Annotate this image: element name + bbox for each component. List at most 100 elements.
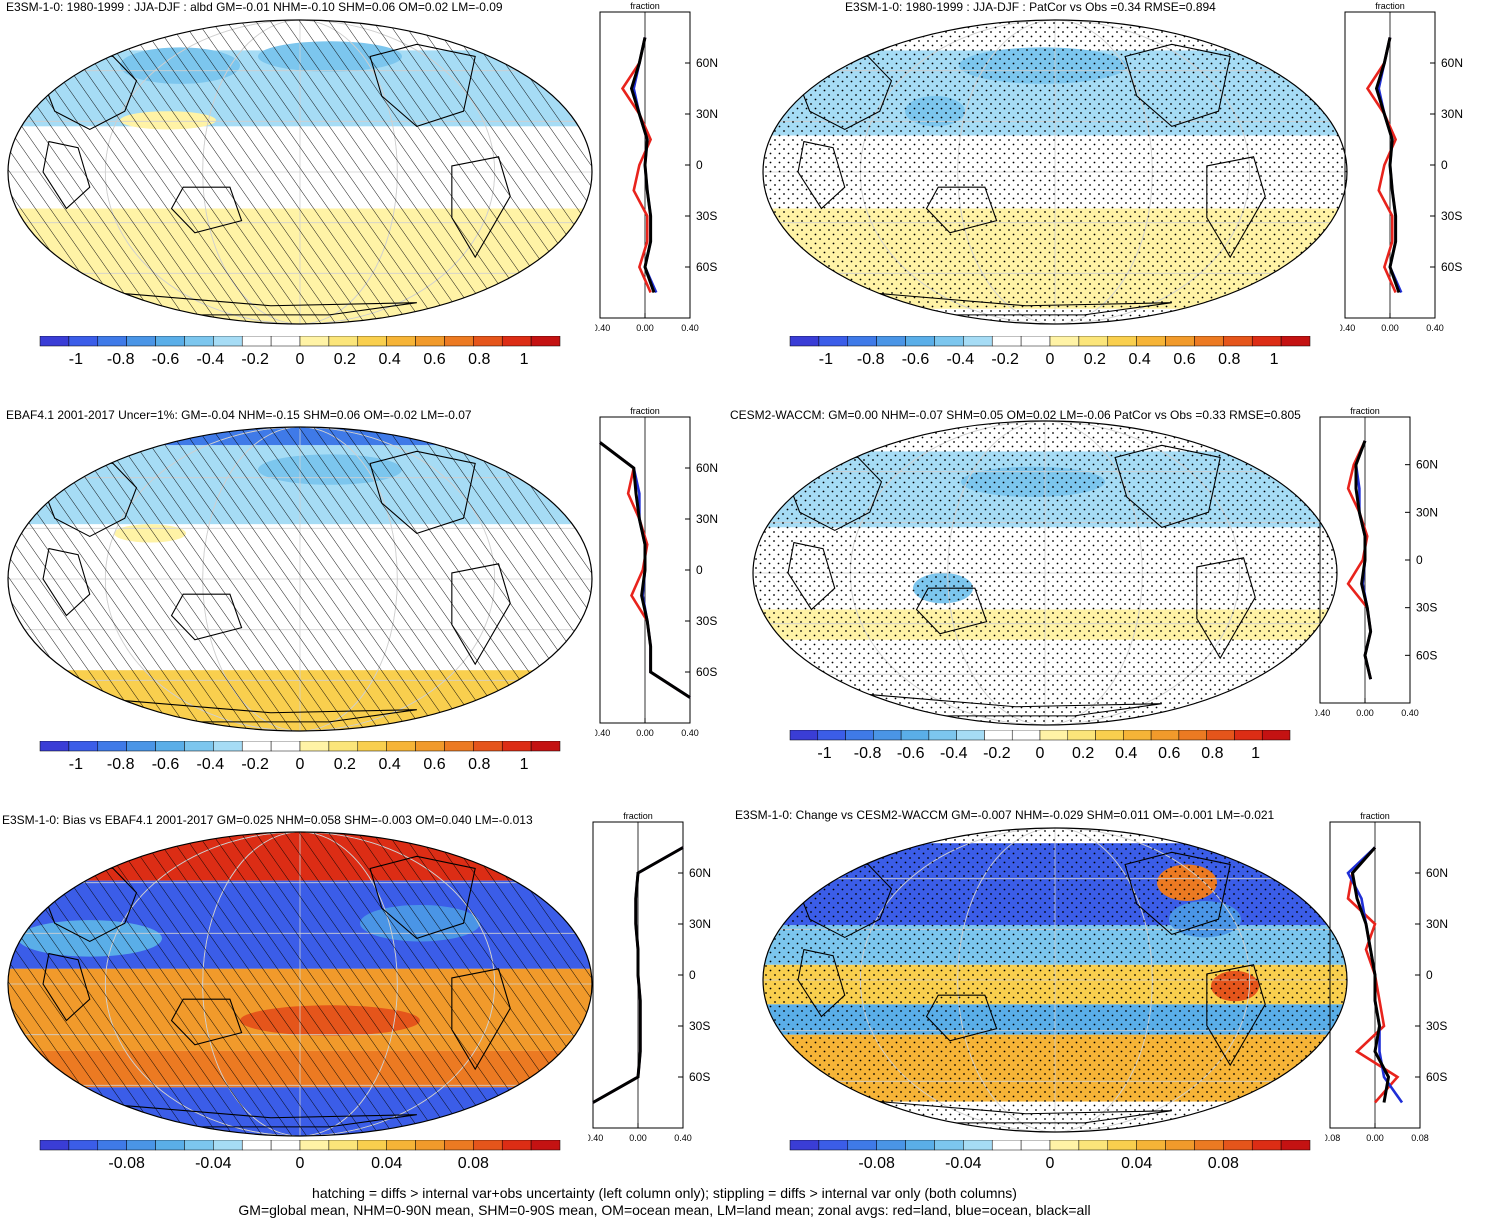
colorbar-swatch xyxy=(97,336,127,347)
colorbar-swatch xyxy=(1178,730,1207,741)
zonal-lat-label: 60N xyxy=(696,461,718,475)
colorbar-swatch xyxy=(184,336,214,347)
map-border xyxy=(762,19,1348,325)
colorbar-swatch xyxy=(299,336,330,347)
colorbar-swatch xyxy=(415,741,445,752)
colorbar-swatch xyxy=(1165,1140,1195,1151)
colorbar-swatch xyxy=(299,741,330,752)
footer-note-line-2: GM=global mean, NHM=0-90N mean, SHM=0-90… xyxy=(238,1202,1091,1218)
map-plot xyxy=(752,420,1338,726)
panel-ebaf-obs: EBAF4.1 2001-2017 Uncer=1%: GM=-0.04 NHM… xyxy=(0,405,745,811)
stippling-overlay xyxy=(763,828,1347,1132)
zonal-x-label: 0.40 xyxy=(1401,708,1419,718)
colorbar-swatch xyxy=(270,741,301,752)
hatching-overlay xyxy=(8,427,592,731)
map-field xyxy=(8,427,592,731)
colorbar-tick-label: 1 xyxy=(520,756,529,773)
colorbar-swatch xyxy=(386,1140,416,1151)
zonal-lat-label: 60S xyxy=(696,665,717,679)
colorbar-swatch xyxy=(1136,1140,1166,1151)
colorbar-tick-label: 0.6 xyxy=(1158,745,1180,762)
colorbar-swatch xyxy=(905,336,935,347)
colorbar-swatch xyxy=(386,741,416,752)
map-plot xyxy=(762,827,1348,1133)
colorbar-swatch xyxy=(956,730,985,741)
colorbar-tick-label: 0 xyxy=(296,1155,305,1172)
zonal-lat-label: 0 xyxy=(1416,553,1423,567)
colorbar-tick-label: 0.4 xyxy=(379,351,401,368)
zonal-lat-label: 0 xyxy=(1441,158,1448,172)
zonal-axis-label: fraction xyxy=(1350,406,1380,416)
colorbar-swatch xyxy=(126,336,156,347)
colorbar-swatch xyxy=(328,1140,359,1151)
colorbar-swatch xyxy=(845,730,874,741)
panel-title: CESM2-WACCM: GM=0.00 NHM=-0.07 SHM=0.05 … xyxy=(730,408,1301,422)
zonal-lat-label: 30N xyxy=(696,512,718,526)
zonal-lat-label: 60S xyxy=(689,1070,710,1084)
map-border xyxy=(752,420,1338,726)
colorbar-swatch xyxy=(444,1140,474,1151)
zonal-x-label: 0.40 xyxy=(674,1133,692,1143)
colorbar-swatch xyxy=(1234,730,1263,741)
colorbar-tick-label: 0.2 xyxy=(1084,351,1106,368)
colorbar-tick-label: -0.04 xyxy=(195,1155,232,1172)
colorbar-swatch xyxy=(991,336,1022,347)
colorbar-swatch xyxy=(1280,336,1311,347)
colorbar-tick-label: -1 xyxy=(69,351,83,368)
colorbar-tick-label: 0.4 xyxy=(1129,351,1151,368)
map-plot xyxy=(7,19,593,325)
zonal-lat-label: 60N xyxy=(696,56,718,70)
map-plot xyxy=(7,426,593,732)
zonal-lat-label: 30N xyxy=(1416,505,1438,519)
colorbar-swatch xyxy=(530,741,561,752)
colorbar-swatch xyxy=(817,730,846,741)
colorbar-swatch xyxy=(1039,730,1069,741)
colorbar-tick-label: 0 xyxy=(296,351,305,368)
colorbar-tick-label: -0.2 xyxy=(991,351,1019,368)
colorbar-swatch xyxy=(213,741,243,752)
colorbar-swatch xyxy=(1011,730,1041,741)
colorbar-swatch xyxy=(39,336,70,347)
colorbar-swatch xyxy=(934,336,964,347)
colorbar-swatch xyxy=(270,336,301,347)
colorbar-swatch xyxy=(876,336,906,347)
zonal-lat-label: 0 xyxy=(696,563,703,577)
colorbar-swatch xyxy=(97,741,127,752)
colorbar-swatch xyxy=(1107,336,1137,347)
colorbar-swatch xyxy=(1067,730,1096,741)
zonal-average-plot: fraction 60N 30N 0 30S 60S -0.40 0.00 0.40 xyxy=(588,811,711,1143)
colorbar-swatch xyxy=(963,1140,993,1151)
zonal-average-plot: fraction 60N 30N 0 30S 60S -0.40 0.00 0.40 xyxy=(595,1,718,333)
zonal-x-label: 0.40 xyxy=(681,728,699,738)
map-field xyxy=(763,20,1347,324)
zonal-line-land xyxy=(1365,37,1398,294)
colorbar-tick-label: -1 xyxy=(817,745,831,762)
zonal-average-plot: fraction 60N 30N 0 30S 60S -0.08 0.00 0.08 xyxy=(1325,811,1448,1143)
map-field xyxy=(8,20,592,324)
footer-note-line-1: hatching = diffs > internal var+obs unce… xyxy=(312,1185,1017,1201)
colorbar-tick-label: 0.8 xyxy=(1218,351,1240,368)
colorbar-swatch xyxy=(876,1140,906,1151)
colorbar-swatch xyxy=(789,730,819,741)
zonal-lat-label: 60N xyxy=(1441,56,1463,70)
colorbar-swatch xyxy=(155,336,185,347)
colorbar-tick-label: 0.8 xyxy=(1201,745,1223,762)
panel-title: E3SM-1-0: 1980-1999 : JJA-DJF : albd GM=… xyxy=(6,0,503,14)
colorbar-tick-label: -0.6 xyxy=(897,745,925,762)
panel-title: E3SM-1-0: Bias vs EBAF4.1 2001-2017 GM=0… xyxy=(2,813,533,827)
colorbar-swatch xyxy=(241,336,272,347)
zonal-average-plot: fraction 60N 30N 0 30S 60S -0.40 0.00 0.40 xyxy=(595,406,718,738)
panel-title: E3SM-1-0: 1980-1999 : JJA-DJF : PatCor v… xyxy=(845,0,1216,14)
zonal-line-all xyxy=(1374,37,1401,293)
map-border xyxy=(7,426,593,732)
colorbar-swatch xyxy=(1020,1140,1051,1151)
zonal-axis-label: fraction xyxy=(630,1,660,11)
map-border xyxy=(762,827,1348,1133)
colorbar-swatch xyxy=(1223,336,1253,347)
zonal-lat-label: 30S xyxy=(1416,601,1437,615)
zonal-lat-label: 0 xyxy=(689,968,696,982)
colorbar: -1 -0.8 -0.6 -0.4 -0.2 0 0.2 0.4 0.6 0.8 1 xyxy=(789,336,1311,368)
colorbar-swatch xyxy=(1261,730,1291,741)
colorbar-tick-label: 0.4 xyxy=(379,756,401,773)
colorbar-swatch xyxy=(873,730,902,741)
